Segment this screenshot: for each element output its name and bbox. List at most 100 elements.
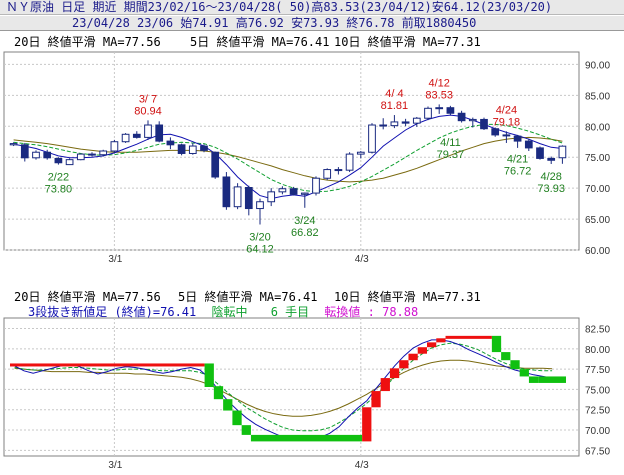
candle-body-down	[491, 128, 500, 136]
candle-ytick-label: 65.00	[585, 215, 610, 226]
nl-x-axis: 3/1 4/3	[108, 460, 369, 471]
nl-brick-down	[528, 376, 539, 383]
candle-body-down	[379, 124, 388, 127]
nl-brick-down	[510, 360, 520, 370]
candle-body-up	[9, 143, 18, 146]
annotation-date: 2/22	[48, 172, 69, 184]
legend-ma5: 5日 終値平滑 MA=76.41	[190, 34, 329, 49]
candle-body-up	[468, 118, 477, 122]
candle-body-down	[20, 144, 29, 159]
annotation-value: 81.81	[381, 100, 409, 112]
nl-legend-ma5: 5日 終値平滑 MA=76.41	[178, 289, 317, 304]
candle-body-down	[334, 169, 343, 172]
nl-brick-down	[204, 363, 214, 387]
candle-panel-grid	[4, 52, 579, 251]
candle-body-up	[256, 201, 264, 210]
annotation-date: 3/20	[249, 232, 270, 244]
header-line-2: 23/04/28 23/06 始74.91 高76.92 安73.93 終76.…	[0, 16, 624, 31]
candle-body-up	[32, 151, 40, 159]
annotation-date: 4/12	[428, 77, 449, 89]
annotation-date: 4/24	[496, 104, 517, 116]
candle-body-up	[412, 117, 421, 124]
nl-brick-up	[427, 342, 437, 348]
candle-body-up	[300, 192, 309, 195]
candle-body-up	[356, 151, 365, 155]
candle-body-up	[278, 188, 287, 193]
nl-brick-down	[519, 369, 529, 377]
candle-body-up	[110, 141, 119, 152]
nl-brick-up	[445, 335, 492, 339]
candle-body-up	[99, 150, 108, 156]
candle-body-up	[558, 145, 567, 159]
header-line-1: ＮＹ原油 日足 期近 期間23/02/16～23/04/28( 50)高83.5…	[0, 0, 624, 15]
candle-body-up	[345, 153, 354, 171]
candle-body-down	[211, 151, 220, 178]
nl-status-prefix: 3段抜き新値足 (終値)=76.41	[28, 304, 196, 319]
candle-body-up	[323, 169, 332, 179]
annotation-value: 66.82	[291, 227, 319, 239]
candle-body-down	[524, 140, 533, 149]
candle-body-up	[368, 124, 376, 153]
nl-ytick-label: 80.00	[585, 345, 610, 356]
candle-body-down	[88, 153, 96, 156]
candle-body-up	[188, 145, 197, 154]
candle-body-down	[401, 121, 410, 124]
legend-ma20: 20日 終値平滑 MA=77.56	[14, 34, 161, 49]
nl-status-state: 陰転中	[211, 304, 247, 319]
nl-bricks	[10, 335, 566, 442]
candle-body-down	[480, 118, 488, 130]
nl-legend-ma20: 20日 終値平滑 MA=77.56	[14, 289, 161, 304]
candle-body-up	[144, 124, 152, 138]
nl-ma10-line	[14, 342, 553, 432]
nl-ytick-label: 72.50	[585, 406, 610, 417]
candle-y-axis: 90.00 85.00 80.00 75.00 70.00 65.00 60.00	[585, 60, 610, 257]
candle-body-down	[166, 140, 175, 146]
nl-status-count: 6 手目	[271, 305, 309, 319]
candle-body-down	[244, 187, 253, 210]
annotation-date: 4/21	[507, 154, 528, 166]
candle-body-up	[312, 177, 320, 194]
annotation-date: 4/28	[540, 171, 561, 183]
nl-ytick-label: 75.00	[585, 385, 610, 396]
annotation-date: 4/11	[440, 137, 461, 149]
annotation-date: 4/ 4	[385, 88, 403, 100]
candle-xtick-label: 3/1	[108, 254, 122, 265]
legend-ma10: 10日 終値平滑 MA=77.31	[334, 34, 481, 49]
nl-xtick-label: 4/3	[355, 460, 369, 471]
nl-xtick-label: 3/1	[108, 460, 122, 471]
nl-ytick-label: 70.00	[585, 426, 610, 437]
candle-body-down	[547, 157, 556, 161]
candle-body-down	[536, 147, 544, 159]
candle-body-down	[155, 124, 164, 142]
annotation-value: 64.12	[246, 244, 274, 256]
candle-body-down	[43, 151, 52, 159]
nl-ytick-label: 82.50	[585, 325, 610, 336]
nl-y-axis: 82.50 80.00 77.50 75.00 72.50 70.00 67.50	[585, 325, 610, 458]
nl-brick-down	[223, 399, 233, 411]
candle-body-up	[233, 186, 242, 208]
nl-status-reversal: 転換値 : 78.88	[324, 304, 418, 319]
nl-brick-down	[250, 434, 363, 442]
nl-brick-up	[399, 360, 409, 369]
candle-ytick-label: 70.00	[585, 184, 610, 195]
nl-brick-up	[371, 391, 381, 408]
annotation-value: 83.53	[425, 89, 453, 101]
candle-ytick-label: 85.00	[585, 91, 610, 102]
candle-series	[9, 104, 567, 225]
nl-brick-up	[408, 353, 418, 361]
candle-body-down	[457, 112, 466, 122]
nl-brick-down	[241, 425, 251, 435]
nl-brick-down	[232, 410, 242, 426]
candle-body-down	[222, 176, 231, 208]
nl-brick-up	[436, 338, 446, 343]
nl-brick-up	[380, 378, 390, 392]
annotation-value: 79.18	[493, 116, 521, 128]
candle-body-up	[76, 153, 85, 161]
annotation-date: 3/24	[294, 215, 315, 227]
nl-panel-frame	[3, 317, 580, 457]
candle-body-down	[513, 135, 522, 142]
candle-ytick-label: 80.00	[585, 122, 610, 133]
nl-brick-up	[417, 347, 427, 354]
